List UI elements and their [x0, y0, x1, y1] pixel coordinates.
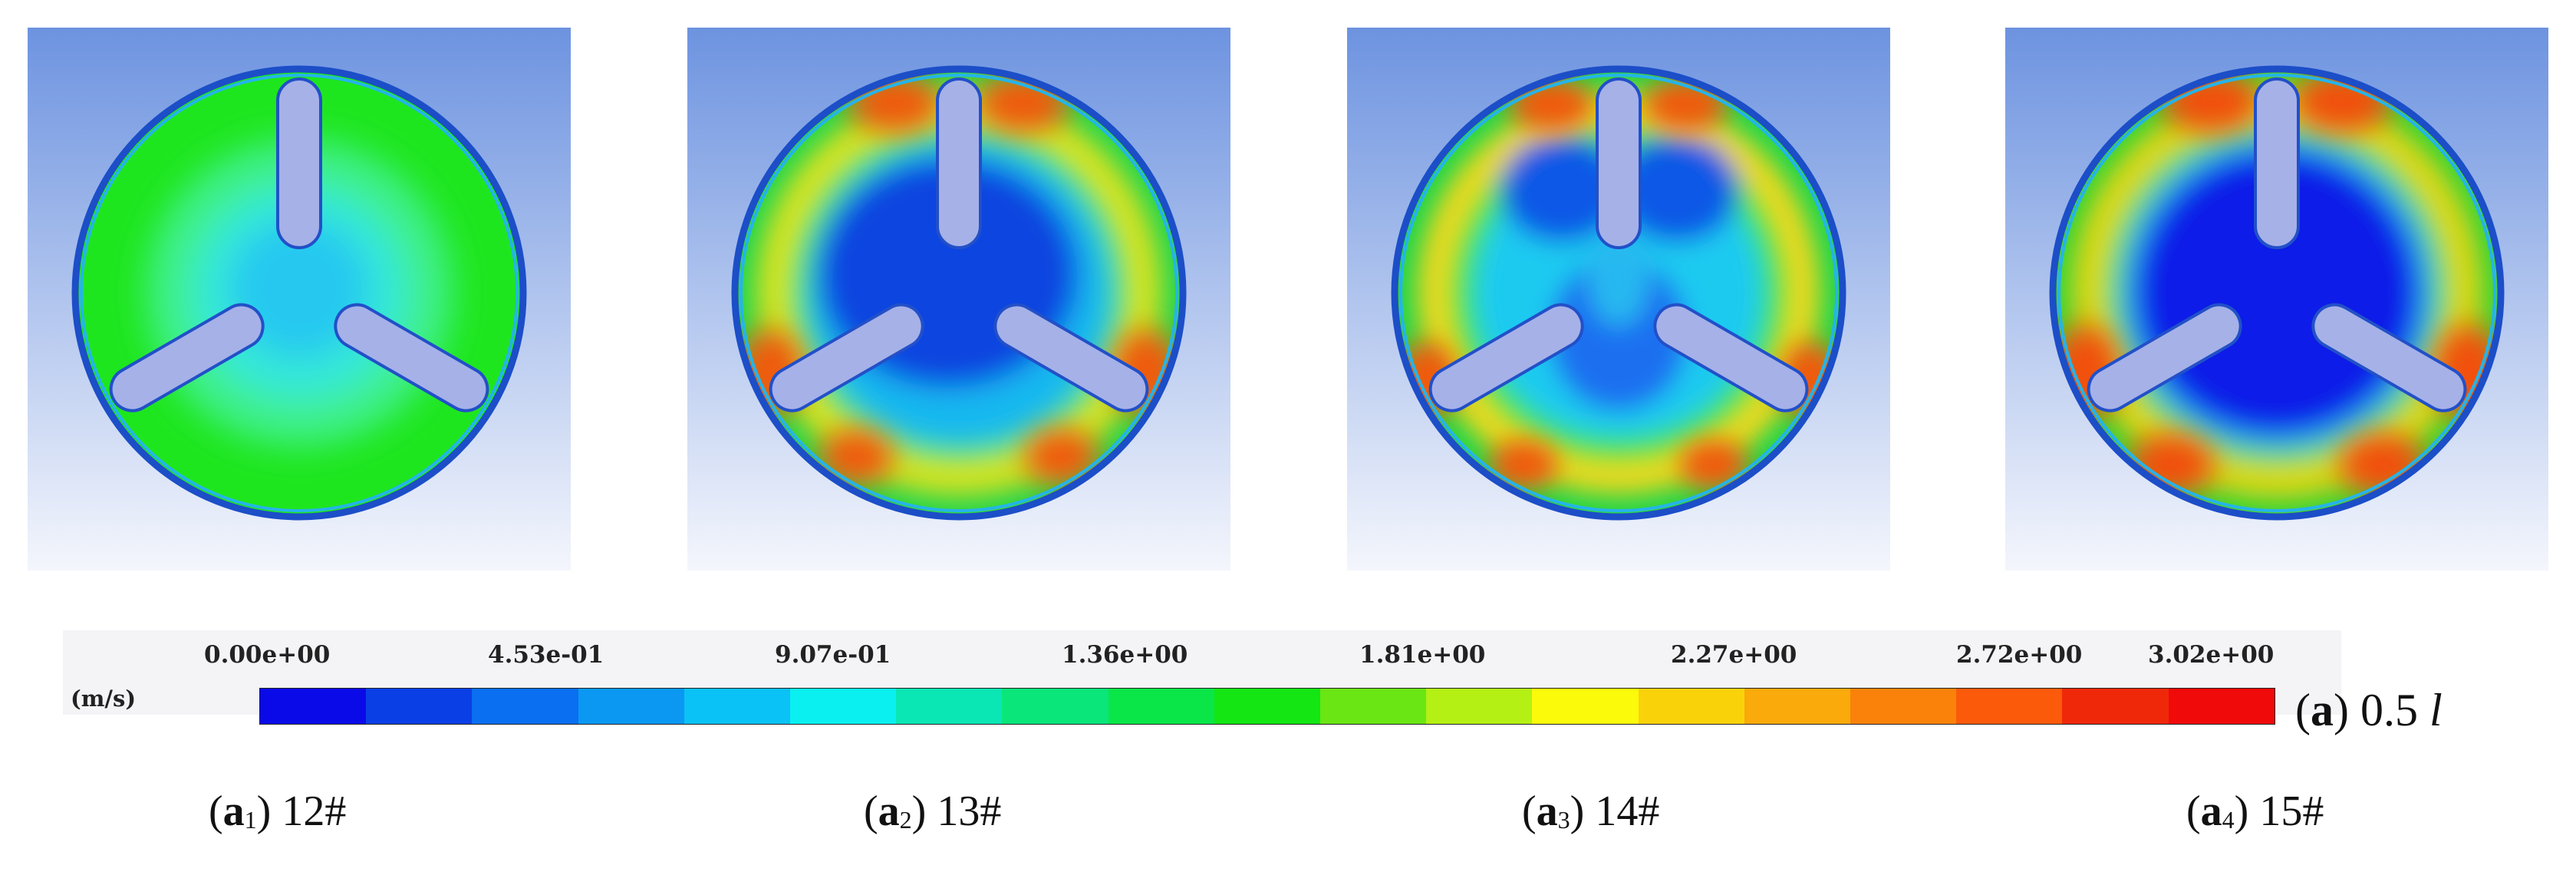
contour-panel-2 — [687, 28, 1230, 571]
colorbar-swatch — [578, 689, 684, 724]
figure-label: (a) 0.5 l — [2295, 685, 2443, 735]
colorbar-tick-label: 9.07e-01 — [775, 641, 891, 669]
colorbar-swatch — [1956, 689, 2063, 724]
colorbar-tick-label: 0.00e+00 — [204, 641, 331, 669]
colorbar-swatch — [1744, 689, 1851, 724]
colorbar-unit: (m/s) — [71, 686, 137, 712]
colorbar-swatch — [790, 689, 897, 724]
colorbar-swatch — [1638, 689, 1744, 724]
colorbar-swatch — [366, 689, 473, 724]
contour-plot-12 — [28, 28, 571, 571]
colorbar-tick-label: 3.02e+00 — [2148, 641, 2275, 669]
contour-panel-4 — [2005, 28, 2548, 571]
colorbar-swatch — [472, 689, 578, 724]
colorbar-tick-label: 1.36e+00 — [1062, 641, 1188, 669]
colorbar-swatch — [1850, 689, 1957, 724]
contour-plot-13 — [687, 28, 1230, 571]
colorbar-swatch — [2062, 689, 2169, 724]
contour-plot-14 — [1347, 28, 1890, 571]
colorbar-swatch — [2168, 689, 2275, 724]
figure-label-letter: a — [2310, 685, 2334, 735]
colorbar-swatch — [1532, 689, 1639, 724]
colorbar-swatch — [1214, 689, 1321, 724]
colorbar-swatch — [896, 689, 1003, 724]
colorbar-tick-label: 4.53e-01 — [488, 641, 604, 669]
contour-panel-3 — [1347, 28, 1890, 571]
colorbar-swatch — [1002, 689, 1108, 724]
colorbar-swatch — [260, 689, 367, 724]
figure-label-unit: l — [2429, 685, 2443, 735]
contour-panel-1 — [28, 28, 571, 571]
figure-label-value: 0.5 — [2360, 685, 2418, 735]
contour-plot-15 — [2005, 28, 2548, 571]
colorbar-swatch — [1108, 689, 1214, 724]
colorbar-tick-label: 2.72e+00 — [1956, 641, 2083, 669]
colorbar-tick-label: 1.81e+00 — [1359, 641, 1486, 669]
colorbar-swatch — [684, 689, 791, 724]
colorbar — [259, 688, 2275, 725]
subfigure-label-1: (a1) 12# — [209, 788, 347, 835]
subfigure-label-4: (a4) 15# — [2186, 788, 2324, 835]
colorbar-tick-label: 2.27e+00 — [1671, 641, 1797, 669]
subfigure-label-2: (a2) 13# — [864, 788, 1002, 835]
colorbar-swatch — [1320, 689, 1427, 724]
subfigure-label-3: (a3) 14# — [1522, 788, 1660, 835]
colorbar-swatch — [1426, 689, 1533, 724]
